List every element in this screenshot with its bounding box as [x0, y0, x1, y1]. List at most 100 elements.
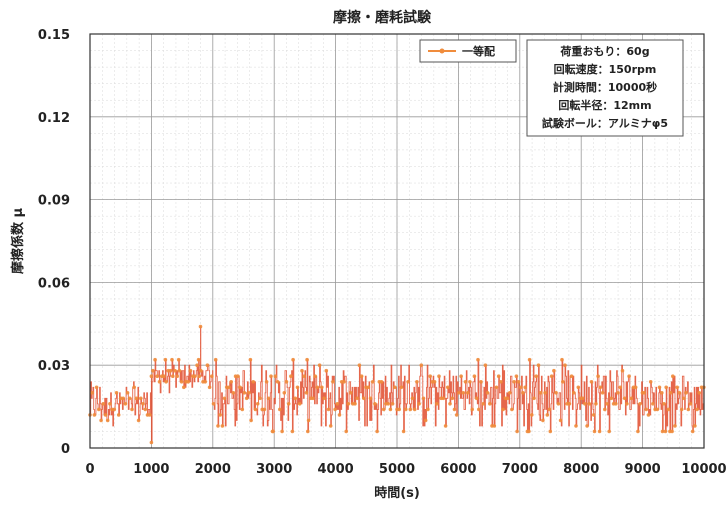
- data-point: [514, 374, 519, 379]
- data-point: [446, 385, 450, 390]
- data-point: [488, 402, 492, 406]
- data-point: [592, 429, 597, 434]
- data-point: [560, 357, 564, 362]
- data-point: [572, 391, 576, 395]
- data-point: [99, 418, 103, 423]
- y-tick-labels: 0 0.03 0.06 0.09 0.12 0.15: [38, 28, 70, 457]
- data-point: [505, 396, 510, 401]
- data-point: [304, 391, 309, 395]
- data-point: [675, 385, 679, 390]
- data-point: [290, 429, 295, 434]
- data-point: [297, 402, 302, 406]
- data-point: [177, 368, 182, 373]
- chart-title: 摩擦・磨耗試験: [333, 9, 432, 26]
- data-point: [222, 396, 227, 401]
- data-point: [421, 396, 426, 401]
- data-point: [651, 402, 655, 406]
- data-point: [600, 391, 605, 395]
- data-point: [618, 385, 623, 390]
- data-point: [423, 418, 428, 423]
- data-point: [558, 418, 563, 423]
- data-point: [198, 324, 203, 329]
- legend: 一等配: [419, 39, 517, 63]
- data-point: [552, 368, 556, 373]
- data-point: [563, 363, 567, 368]
- data-point: [684, 391, 688, 395]
- data-point: [688, 402, 693, 406]
- data-point: [179, 380, 184, 384]
- data-point: [90, 391, 94, 395]
- data-point: [663, 429, 668, 434]
- data-point: [388, 407, 393, 412]
- data-point: [492, 424, 497, 428]
- data-point: [196, 357, 201, 362]
- data-point: [605, 402, 609, 406]
- data-point: [598, 385, 603, 390]
- data-point: [401, 429, 406, 434]
- data-point: [130, 407, 134, 412]
- data-point: [94, 385, 99, 390]
- data-point: [251, 380, 256, 384]
- data-point: [242, 391, 247, 395]
- data-point: [437, 374, 441, 379]
- data-point: [443, 424, 448, 428]
- data-point: [103, 413, 108, 417]
- x-tick-label: 9000: [625, 462, 661, 477]
- data-point: [248, 357, 253, 362]
- data-point: [627, 374, 631, 379]
- data-point: [393, 385, 397, 390]
- data-point: [515, 429, 519, 434]
- data-point: [121, 396, 125, 401]
- x-tick-label: 6000: [440, 462, 476, 477]
- data-point: [313, 374, 318, 379]
- data-point: [249, 418, 253, 423]
- data-point: [123, 402, 128, 406]
- data-point: [461, 391, 466, 395]
- y-axis-label: 摩擦係数 μ: [10, 208, 26, 275]
- data-point: [337, 413, 342, 417]
- data-point: [576, 385, 581, 390]
- data-point: [176, 357, 181, 362]
- data-point: [657, 385, 662, 390]
- data-point: [97, 407, 101, 412]
- data-point: [244, 396, 249, 401]
- data-point: [151, 368, 155, 373]
- data-point: [207, 385, 212, 390]
- data-point: [205, 363, 210, 368]
- data-point: [646, 413, 651, 417]
- data-point: [545, 413, 550, 417]
- data-point: [335, 402, 340, 406]
- test-conditions-box: 荷重おもり：60g 回転速度：150rpm 計測時間：10000秒 回転半径：1…: [526, 39, 684, 137]
- data-point: [554, 391, 558, 395]
- data-point: [359, 374, 364, 379]
- data-point: [293, 396, 298, 401]
- data-point: [125, 391, 130, 395]
- data-point: [679, 407, 684, 412]
- data-point: [441, 396, 446, 401]
- data-point: [616, 391, 620, 395]
- data-point: [686, 407, 691, 412]
- data-point: [328, 424, 333, 428]
- data-point: [390, 402, 395, 406]
- data-point: [494, 385, 499, 390]
- data-point: [278, 407, 282, 412]
- data-point: [92, 413, 97, 417]
- data-point: [450, 396, 455, 401]
- data-point: [218, 413, 222, 417]
- data-point: [136, 418, 141, 423]
- data-point: [370, 380, 375, 384]
- data-point: [289, 374, 293, 379]
- data-point: [128, 396, 132, 401]
- data-point: [530, 413, 534, 417]
- data-point: [157, 380, 162, 384]
- data-point: [549, 374, 554, 379]
- series-layer: [88, 324, 706, 445]
- data-point: [516, 380, 521, 384]
- condition-speed: 回転速度：150rpm: [554, 62, 657, 76]
- data-point: [366, 385, 371, 390]
- legend-label: 一等配: [462, 44, 495, 58]
- data-point: [155, 374, 160, 379]
- data-point: [538, 391, 543, 395]
- x-tick-label: 8000: [563, 462, 599, 477]
